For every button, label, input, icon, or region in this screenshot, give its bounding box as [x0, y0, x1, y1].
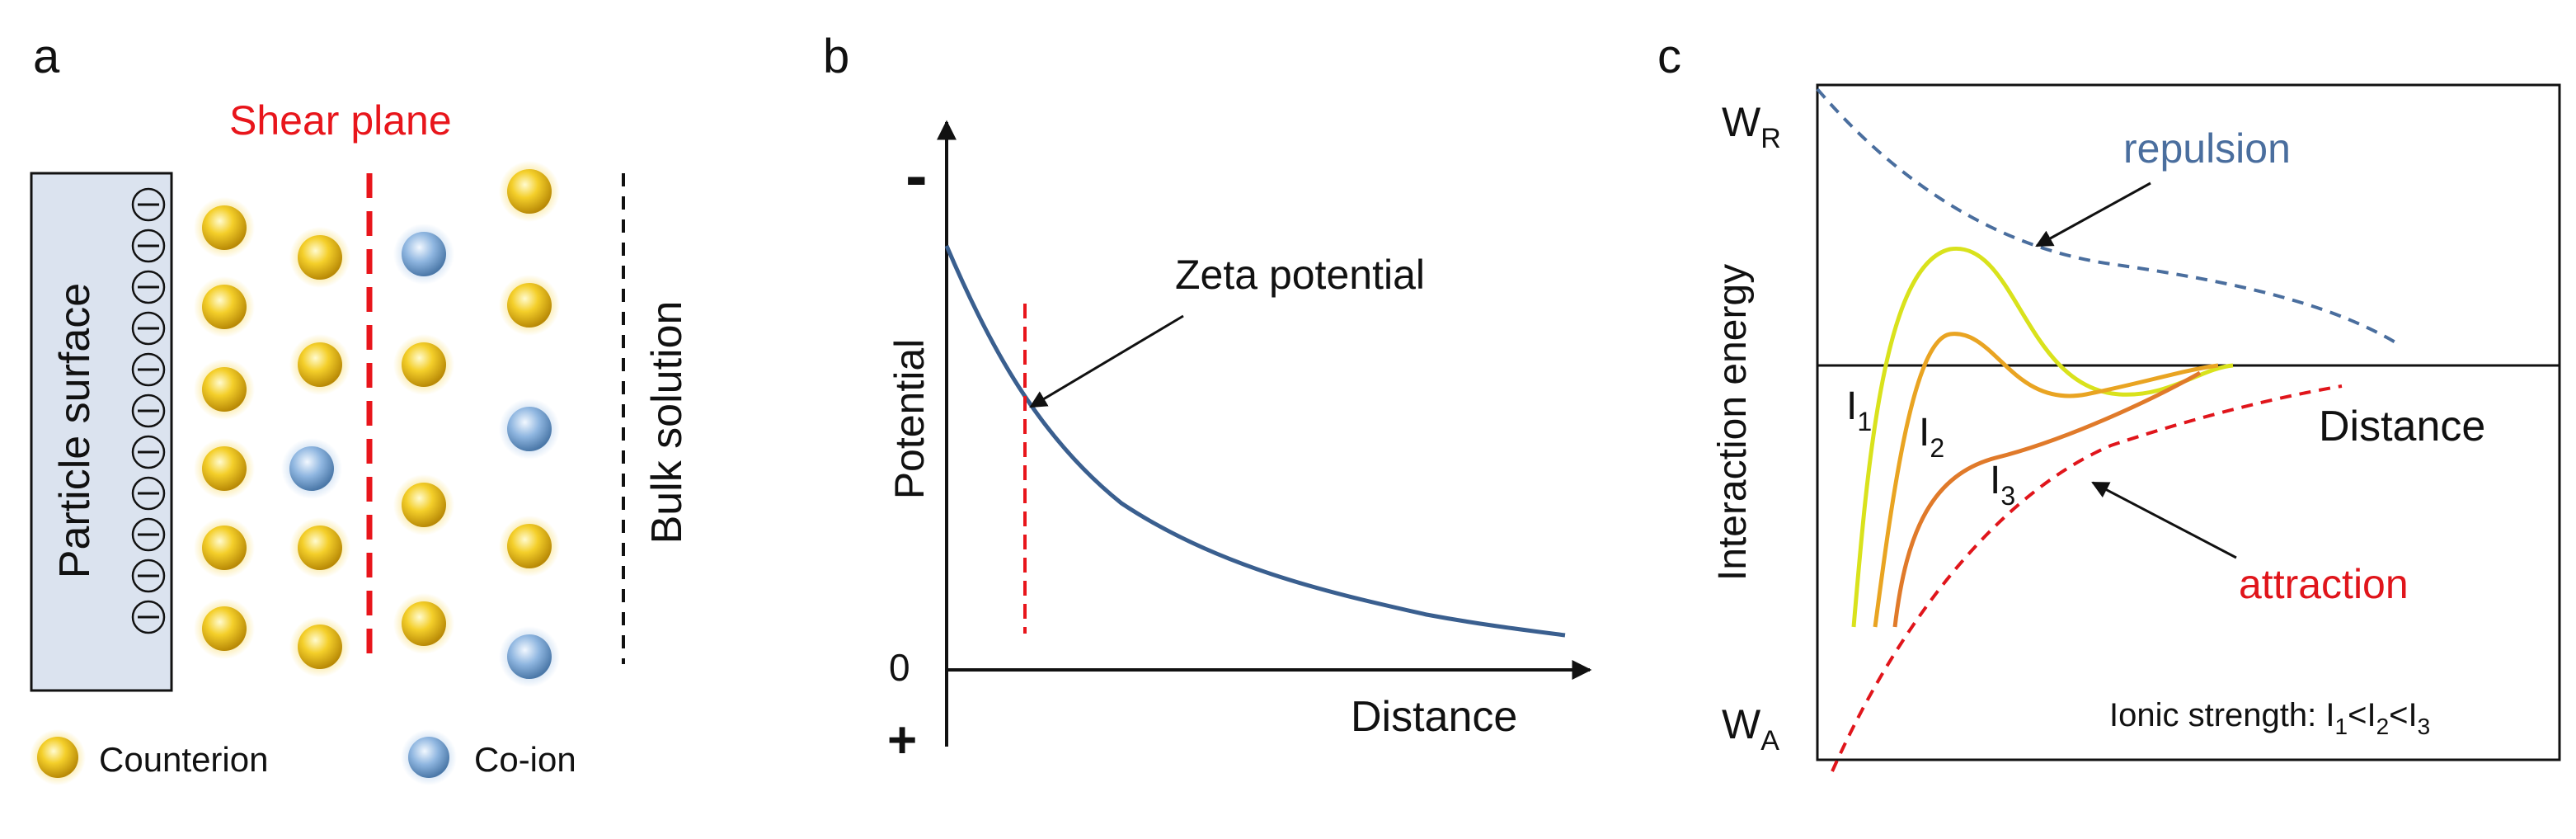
panel-a: a Shear plane Particle surface Bulk solu… [30, 30, 691, 785]
negative-charge-icon [131, 600, 166, 634]
c-ylabel: Interaction energy [1711, 264, 1755, 581]
ions [194, 161, 560, 687]
b-y-zero: 0 [889, 646, 910, 689]
counterion [194, 359, 255, 420]
counterion [194, 598, 255, 659]
b-xlabel: Distance [1351, 693, 1517, 741]
zeta-label: Zeta potential [1175, 252, 1425, 298]
legend: Counterion Co-ion [30, 729, 576, 785]
b-y-top-symbol: - [905, 139, 928, 212]
legend-coion-icon [408, 737, 449, 778]
negative-charge-icon [131, 311, 166, 346]
curve-i1-label: I1 [1846, 384, 1872, 436]
negative-charge-icon [131, 517, 166, 552]
counterion [194, 197, 255, 258]
counterion [499, 161, 560, 222]
attraction-curve [1831, 384, 2343, 772]
counterion [393, 474, 454, 535]
curve-i3 [1892, 370, 2202, 628]
zeta-arrow [1029, 314, 1184, 408]
b-ylabel: Potential [886, 339, 933, 500]
ionic-strength-label: Ionic strength: I1<I2<I3 [2109, 697, 2430, 739]
counterion [289, 334, 350, 395]
particle-surface-box [30, 172, 173, 692]
repulsion-curve [1816, 87, 2397, 344]
b-y-bottom-symbol: + [887, 712, 917, 769]
panel-b: b - 0 + Potential Distance Zeta potentia… [823, 30, 1592, 769]
shear-plane-label: Shear plane [229, 97, 452, 144]
negative-charge-icon [131, 559, 166, 593]
legend-counterion-label: Counterion [99, 740, 268, 779]
legend-coion-label: Co-ion [474, 740, 576, 779]
coion [499, 398, 560, 460]
repulsion-arrow [2035, 181, 2151, 247]
negative-charge-icon [131, 229, 166, 263]
counterion [393, 593, 454, 654]
particle-surface-label: Particle surface [51, 283, 99, 578]
curve-i2 [1873, 332, 2219, 628]
attraction-arrow [2091, 481, 2237, 559]
counterion [499, 275, 560, 336]
panel-a-label: a [33, 30, 60, 83]
surface-charges [131, 187, 166, 634]
c-frame [1816, 83, 2561, 761]
wr-label: WR [1722, 99, 1781, 154]
coion [499, 626, 560, 687]
counterion [289, 616, 350, 677]
bulk-solution-label: Bulk solution [643, 301, 691, 544]
counterion [499, 516, 560, 577]
negative-charge-icon [131, 187, 166, 222]
counterion [289, 517, 350, 578]
counterion [194, 276, 255, 337]
attraction-label: attraction [2239, 561, 2409, 607]
counterion [194, 517, 255, 578]
wa-label: WA [1722, 701, 1779, 757]
negative-charge-icon [131, 394, 166, 428]
coion [393, 224, 454, 285]
potential-curve [944, 245, 1566, 638]
panel-b-label: b [823, 30, 849, 83]
repulsion-label: repulsion [2123, 125, 2291, 172]
curve-i2-label: I2 [1919, 411, 1944, 463]
legend-counterion-icon [37, 737, 78, 778]
panel-c-label: c [1657, 30, 1681, 83]
counterion [393, 334, 454, 395]
negative-charge-icon [131, 352, 166, 387]
panel-c: c WR WA Interaction energy Distance I1 I… [1657, 30, 2561, 772]
counterion [289, 227, 350, 288]
negative-charge-icon [131, 476, 166, 511]
coion [281, 438, 342, 499]
curve-i1 [1851, 247, 2234, 628]
negative-charge-icon [131, 270, 166, 304]
c-xlabel: Distance [2319, 403, 2485, 450]
counterion [194, 438, 255, 499]
curve-i3-label: I3 [1990, 459, 2015, 511]
negative-charge-icon [131, 435, 166, 469]
